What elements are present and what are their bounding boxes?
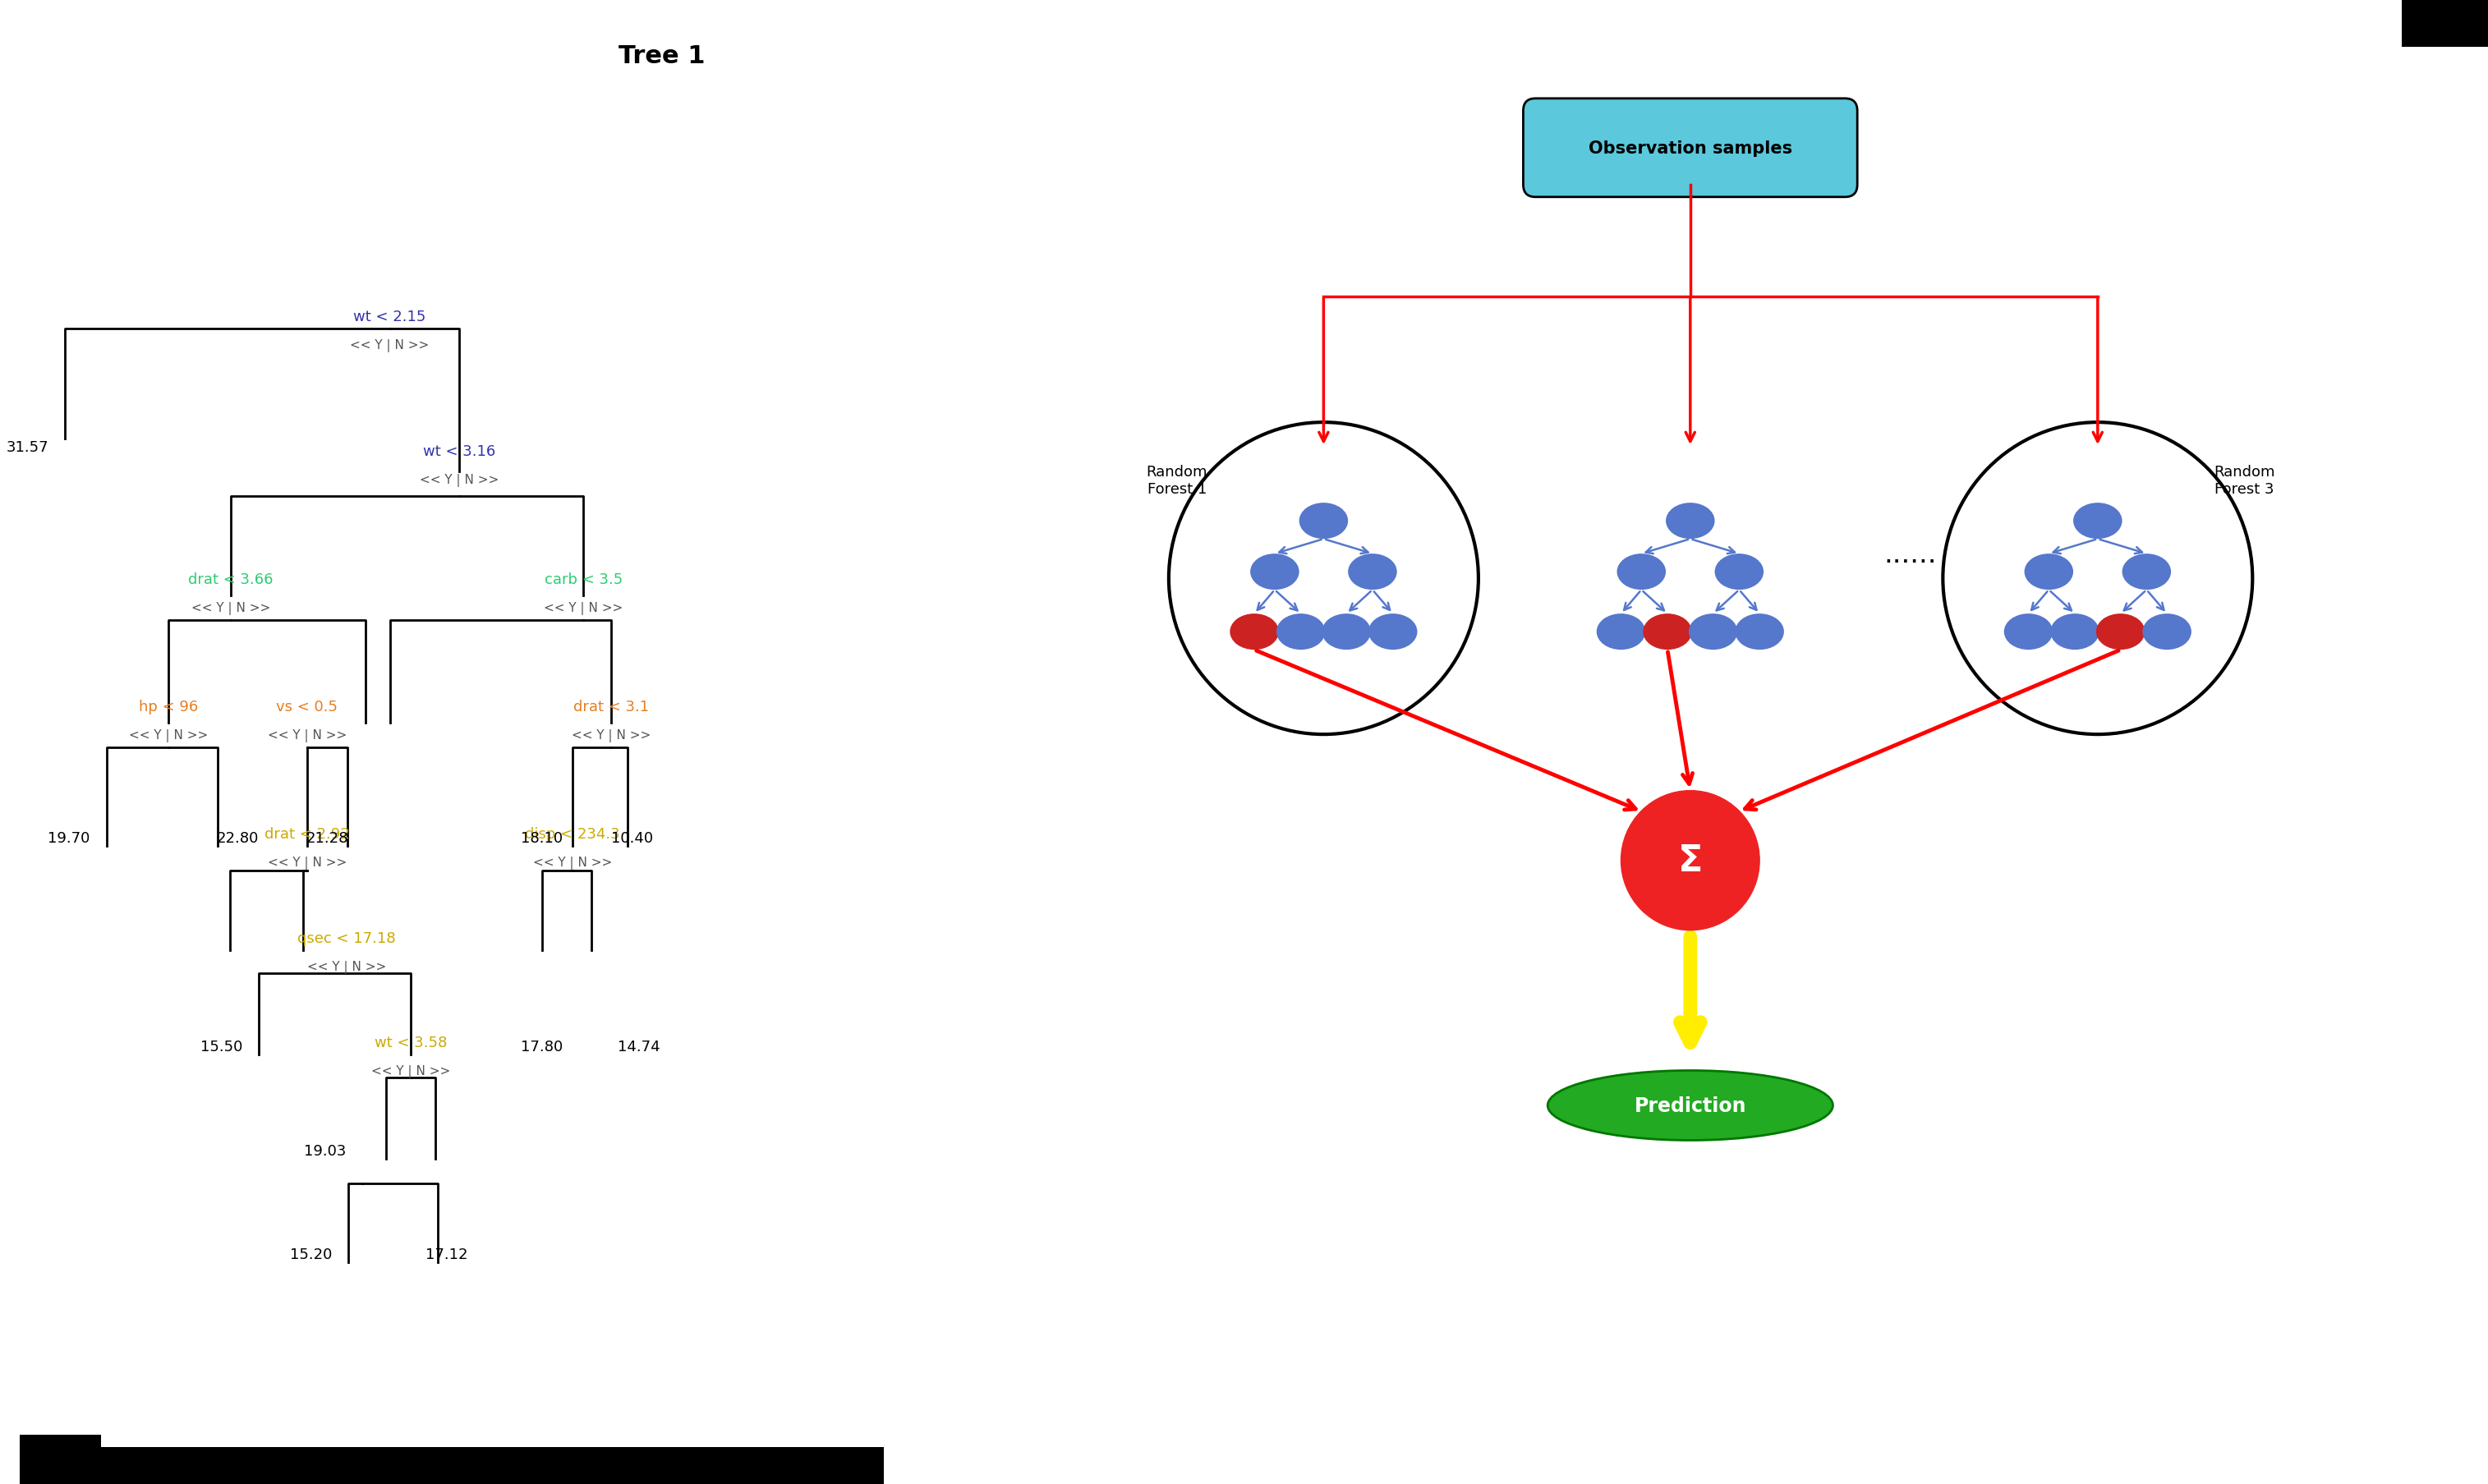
- Text: << Y | N >>: << Y | N >>: [192, 601, 271, 614]
- Text: Random
Forest 1: Random Forest 1: [1147, 464, 1207, 496]
- Text: qsec < 17.18: qsec < 17.18: [299, 930, 396, 945]
- Text: Σ: Σ: [1677, 843, 1702, 879]
- Text: 10.40: 10.40: [612, 831, 654, 846]
- Ellipse shape: [1642, 614, 1692, 650]
- Text: hp < 96: hp < 96: [139, 699, 199, 714]
- Ellipse shape: [1276, 614, 1326, 650]
- Ellipse shape: [1321, 614, 1371, 650]
- Text: 17.12: 17.12: [425, 1247, 468, 1261]
- Text: << Y | N >>: << Y | N >>: [532, 856, 612, 870]
- Ellipse shape: [2142, 614, 2192, 650]
- Ellipse shape: [1714, 554, 1764, 591]
- Text: drat < 3.66: drat < 3.66: [189, 571, 274, 586]
- Text: ......: ......: [1883, 540, 1936, 568]
- Text: Random
Forest 3: Random Forest 3: [2214, 464, 2274, 496]
- Text: 18.10: 18.10: [520, 831, 562, 846]
- Ellipse shape: [1229, 614, 1279, 650]
- FancyBboxPatch shape: [1523, 99, 1859, 197]
- Text: 17.80: 17.80: [520, 1039, 562, 1054]
- Bar: [20, 1435, 102, 1484]
- Ellipse shape: [2095, 614, 2145, 650]
- Text: << Y | N >>: << Y | N >>: [545, 601, 622, 614]
- Ellipse shape: [2073, 503, 2122, 539]
- Text: << Y | N >>: << Y | N >>: [306, 960, 386, 974]
- Ellipse shape: [1348, 554, 1396, 591]
- Text: 19.70: 19.70: [47, 831, 90, 846]
- Ellipse shape: [2050, 614, 2100, 650]
- Text: << Y | N >>: << Y | N >>: [266, 856, 346, 870]
- Ellipse shape: [2003, 614, 2053, 650]
- Text: 15.50: 15.50: [199, 1039, 241, 1054]
- Text: 15.20: 15.20: [291, 1247, 331, 1261]
- Ellipse shape: [1689, 614, 1737, 650]
- Ellipse shape: [2025, 554, 2073, 591]
- Ellipse shape: [2122, 554, 2172, 591]
- Text: wt < 2.15: wt < 2.15: [353, 310, 425, 325]
- Ellipse shape: [1597, 614, 1645, 650]
- Text: << Y | N >>: << Y | N >>: [572, 729, 649, 742]
- Ellipse shape: [1617, 554, 1667, 591]
- Text: << Y | N >>: << Y | N >>: [371, 1064, 450, 1077]
- Ellipse shape: [1368, 614, 1418, 650]
- Text: 14.74: 14.74: [617, 1039, 659, 1054]
- Text: << Y | N >>: << Y | N >>: [129, 729, 209, 742]
- Ellipse shape: [1548, 1070, 1834, 1141]
- Ellipse shape: [1734, 614, 1784, 650]
- Ellipse shape: [1251, 554, 1299, 591]
- Text: Tree 1: Tree 1: [617, 45, 704, 68]
- Bar: [2401, 0, 2488, 47]
- Ellipse shape: [1299, 503, 1348, 539]
- Text: disp < 234.3: disp < 234.3: [525, 827, 620, 841]
- Text: 21.28: 21.28: [306, 831, 348, 846]
- Text: drat < 3.1: drat < 3.1: [572, 699, 649, 714]
- Text: << Y | N >>: << Y | N >>: [266, 729, 346, 742]
- Text: wt < 3.58: wt < 3.58: [373, 1034, 448, 1049]
- Ellipse shape: [1667, 503, 1714, 539]
- Text: wt < 3.16: wt < 3.16: [423, 444, 495, 459]
- Text: vs < 0.5: vs < 0.5: [276, 699, 338, 714]
- Text: carb < 3.5: carb < 3.5: [545, 571, 622, 586]
- Text: 31.57: 31.57: [7, 441, 50, 456]
- Bar: [95, 1447, 883, 1484]
- Text: << Y | N >>: << Y | N >>: [351, 340, 430, 352]
- Text: Prediction: Prediction: [1635, 1095, 1747, 1116]
- Text: drat < 2.92: drat < 2.92: [264, 827, 348, 841]
- Text: 22.80: 22.80: [216, 831, 259, 846]
- Text: 19.03: 19.03: [304, 1143, 346, 1158]
- Text: << Y | N >>: << Y | N >>: [420, 473, 498, 487]
- Text: Observation samples: Observation samples: [1587, 139, 1791, 157]
- Circle shape: [1622, 791, 1759, 930]
